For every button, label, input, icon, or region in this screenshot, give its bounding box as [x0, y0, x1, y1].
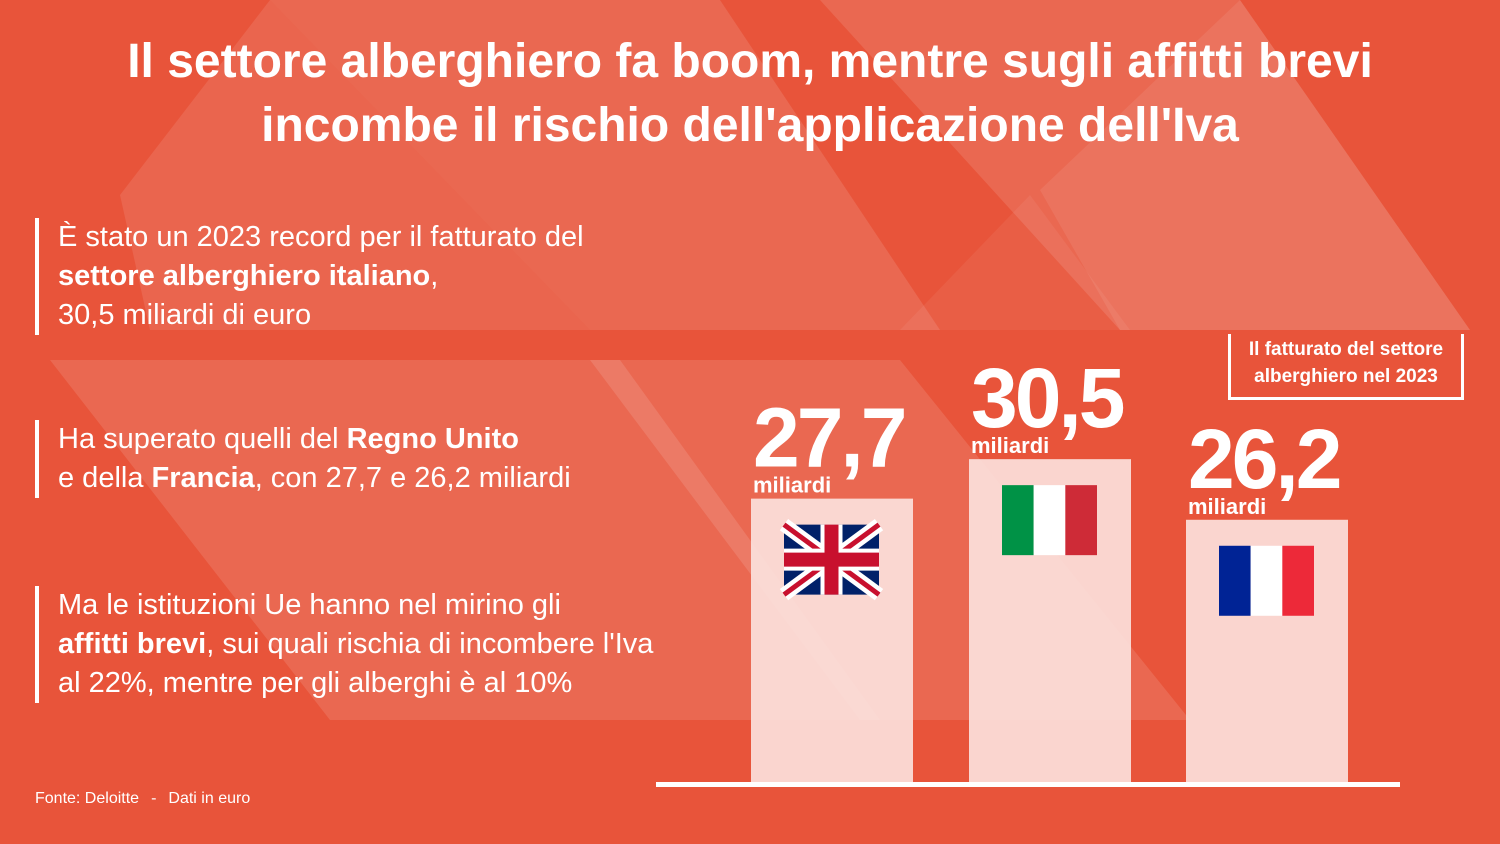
legend-line-2: alberghiero nel 2023	[1254, 366, 1438, 387]
point-comparison: Ha superato quelli del Regno Unito e del…	[35, 420, 678, 498]
source-separator: -	[151, 790, 157, 807]
italy-flag-icon	[1002, 485, 1097, 556]
uk-flag-icon	[779, 518, 884, 601]
data-note: Dati in euro	[168, 790, 251, 807]
point-text: , con 27,7 e 26,2 miliardi	[254, 462, 571, 494]
bar-value-label: 27,7	[753, 391, 905, 485]
point-highlight: settore alberghiero italiano	[58, 260, 431, 292]
point-text: Ha superato quelli del	[58, 423, 347, 455]
point-text: , sui quali rischia di incombere l'Iva a…	[58, 628, 654, 699]
bar-value-label: 30,5	[971, 351, 1124, 445]
bar-unit-label: miliardi	[1188, 494, 1266, 519]
source-note: Fonte: Deloitte - Dati in euro	[35, 790, 250, 808]
point-record: È stato un 2023 record per il fatturato …	[35, 218, 678, 335]
france-flag-icon	[1219, 545, 1314, 616]
bar-value-label: 26,2	[1188, 412, 1340, 506]
point-text: 30,5 miliardi di euro	[58, 299, 312, 331]
point-text: e della	[58, 462, 152, 494]
bar-unit-label: miliardi	[753, 473, 831, 498]
title-line-1: Il settore alberghiero fa boom, mentre s…	[127, 35, 1373, 88]
point-text: Ma le istituzioni Ue hanno nel mirino gl…	[58, 589, 561, 621]
point-highlight: Regno Unito	[346, 423, 519, 455]
bar-unit-label: miliardi	[971, 433, 1049, 458]
chart-legend: Il fatturato del settore alberghiero nel…	[1228, 334, 1464, 400]
page-title: Il settore alberghiero fa boom, mentre s…	[0, 30, 1500, 158]
source-label: Fonte: Deloitte	[35, 790, 140, 807]
point-text: ,	[430, 260, 439, 292]
point-highlight: affitti brevi	[58, 628, 207, 660]
title-line-2: incombe il rischio dell'applicazione del…	[261, 99, 1239, 152]
point-text: È stato un 2023 record per il fatturato …	[58, 221, 584, 253]
legend-line-1: Il fatturato del settore	[1248, 339, 1444, 360]
point-highlight: Francia	[151, 462, 255, 494]
x-axis-baseline	[656, 782, 1400, 787]
point-short-rentals: Ma le istituzioni Ue hanno nel mirino gl…	[35, 586, 678, 703]
